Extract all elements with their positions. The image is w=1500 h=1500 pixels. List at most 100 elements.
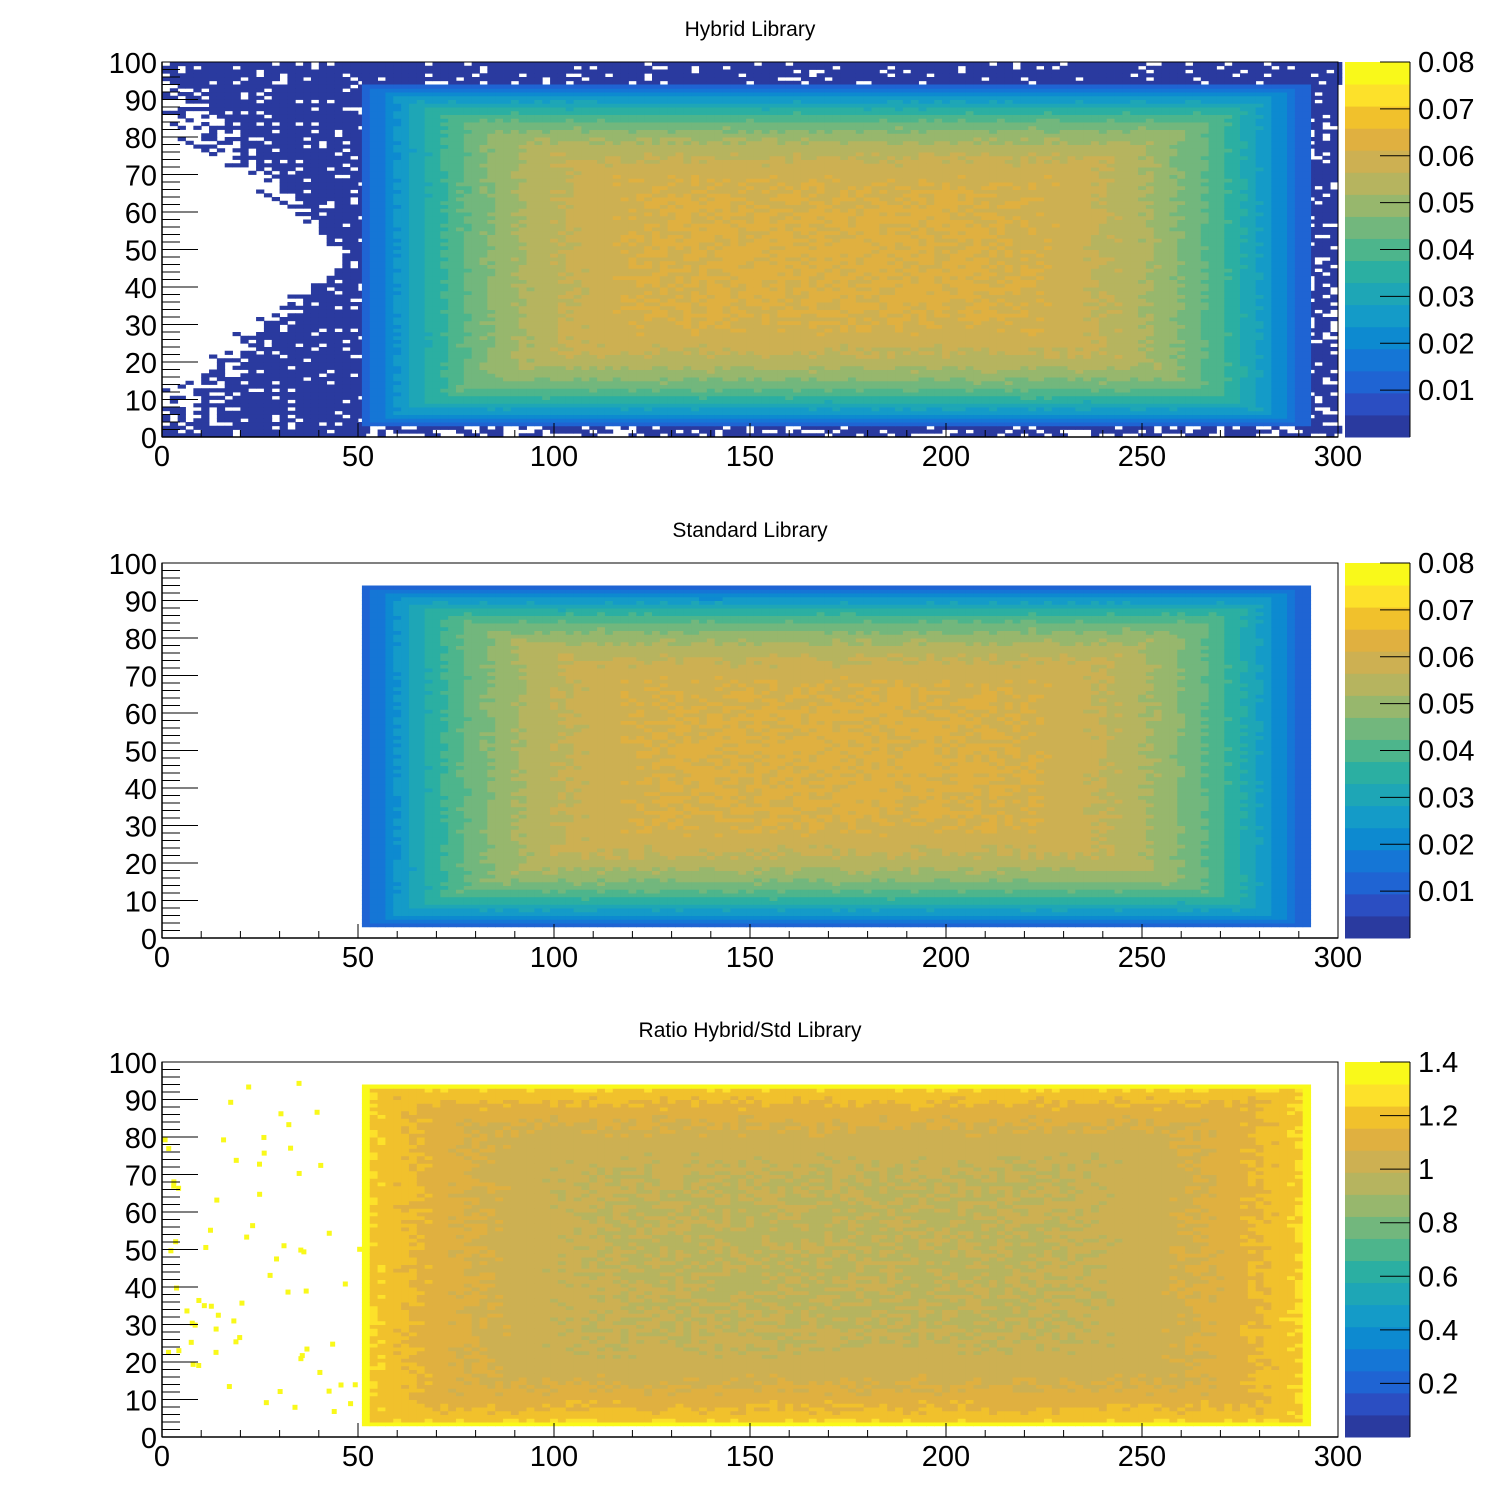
- heatmap-cell: [652, 62, 660, 66]
- heatmap-cell: [362, 208, 370, 212]
- heatmap-cell: [793, 73, 801, 77]
- heatmap-cell: [311, 295, 319, 299]
- heatmap-cell: [1322, 261, 1330, 265]
- heatmap-cell: [350, 340, 358, 344]
- heatmap-cell: [362, 388, 370, 392]
- heatmap-cell: [699, 430, 707, 434]
- heatmap-cell: [303, 73, 311, 77]
- heatmap-cell: [973, 73, 981, 77]
- heatmap-cell: [707, 81, 715, 85]
- heatmap-cell: [1193, 430, 1201, 434]
- heatmap-cell: [303, 362, 311, 366]
- heatmap-cell: [217, 358, 225, 362]
- heatmap-cell: [233, 377, 241, 381]
- heatmap-cell: [393, 310, 401, 314]
- heatmap-cell: [1322, 287, 1330, 291]
- heatmap-cell: [327, 291, 335, 295]
- heatmap-cell: [287, 167, 295, 171]
- heatmap-cell: [707, 426, 715, 430]
- heatmap-cell: [1322, 242, 1330, 246]
- heatmap-cell: [432, 418, 440, 422]
- heatmap-cell: [1130, 81, 1138, 85]
- heatmap-cell: [448, 238, 456, 242]
- heatmap-cell: [311, 182, 319, 186]
- heatmap-cell: [464, 175, 472, 179]
- heatmap-cell: [370, 381, 378, 385]
- heatmap-cell: [472, 291, 480, 295]
- heatmap-cell: [448, 178, 456, 182]
- heatmap-cell: [280, 190, 288, 194]
- heatmap-cell: [628, 73, 636, 77]
- heatmap-cell: [287, 88, 295, 92]
- heatmap-cell: [762, 66, 770, 70]
- heatmap-cell: [1322, 145, 1330, 149]
- heatmap-cell: [668, 81, 676, 85]
- heatmap-cell: [1060, 70, 1068, 74]
- heatmap-cell: [480, 317, 488, 321]
- heatmap-cell: [1020, 426, 1028, 430]
- heatmap-cell: [464, 66, 472, 70]
- heatmap-cell: [248, 85, 256, 89]
- heatmap-cell: [699, 66, 707, 70]
- heatmap-cell: [319, 396, 327, 400]
- heatmap-cell: [401, 430, 409, 434]
- heatmap-cell: [280, 141, 288, 145]
- heatmap-cell: [926, 70, 934, 74]
- heatmap-cell: [327, 235, 335, 239]
- heatmap-cell: [342, 272, 350, 276]
- heatmap-cell: [472, 366, 480, 370]
- heatmap-cell: [201, 377, 209, 381]
- heatmap-cell: [1209, 430, 1217, 434]
- heatmap-cell: [417, 242, 425, 246]
- heatmap-cell: [1314, 347, 1322, 351]
- heatmap-cell: [319, 377, 327, 381]
- heatmap-cell: [280, 182, 288, 186]
- heatmap-cell: [378, 373, 386, 377]
- heatmap-cell: [362, 238, 370, 242]
- heatmap-cell: [240, 126, 248, 130]
- heatmap-cell: [362, 126, 370, 130]
- heatmap-cell: [327, 238, 335, 242]
- heatmap-cell: [425, 107, 433, 111]
- heatmap-cell: [319, 178, 327, 182]
- heatmap-cell: [1083, 73, 1091, 77]
- heatmap-cell: [378, 358, 386, 362]
- heatmap-cell: [417, 370, 425, 374]
- heatmap-cell: [425, 411, 433, 415]
- heatmap-cell: [597, 66, 605, 70]
- heatmap-cell: [1314, 242, 1322, 246]
- heatmap-cell: [264, 133, 272, 137]
- heatmap-cell: [425, 336, 433, 340]
- heatmap-cell: [597, 81, 605, 85]
- heatmap-cell: [264, 103, 272, 107]
- heatmap-cell: [409, 156, 417, 160]
- heatmap-cell: [425, 111, 433, 115]
- heatmap-cell: [264, 426, 272, 430]
- heatmap-cell: [334, 388, 342, 392]
- heatmap-cell: [342, 81, 350, 85]
- heatmap-cell: [589, 426, 597, 430]
- heatmap-cell: [425, 182, 433, 186]
- heatmap-cell: [272, 343, 280, 347]
- heatmap-cell: [319, 306, 327, 310]
- heatmap-cell: [248, 81, 256, 85]
- heatmap-cell: [997, 70, 1005, 74]
- heatmap-cell: [472, 302, 480, 306]
- heatmap-cell: [362, 175, 370, 179]
- heatmap-cell: [334, 426, 342, 430]
- heatmap-cell: [425, 407, 433, 411]
- heatmap-cell: [440, 317, 448, 321]
- heatmap-cell: [225, 411, 233, 415]
- heatmap-cell: [393, 193, 401, 197]
- heatmap-cell: [425, 118, 433, 122]
- heatmap-cell: [385, 347, 393, 351]
- heatmap-cell: [378, 415, 386, 419]
- heatmap-cell: [1322, 208, 1330, 212]
- heatmap-cell: [327, 358, 335, 362]
- heatmap-cell: [472, 92, 480, 96]
- heatmap-cell: [425, 137, 433, 141]
- heatmap-cell: [370, 175, 378, 179]
- heatmap-cell: [264, 415, 272, 419]
- heatmap-cell: [417, 216, 425, 220]
- heatmap-cell: [417, 133, 425, 137]
